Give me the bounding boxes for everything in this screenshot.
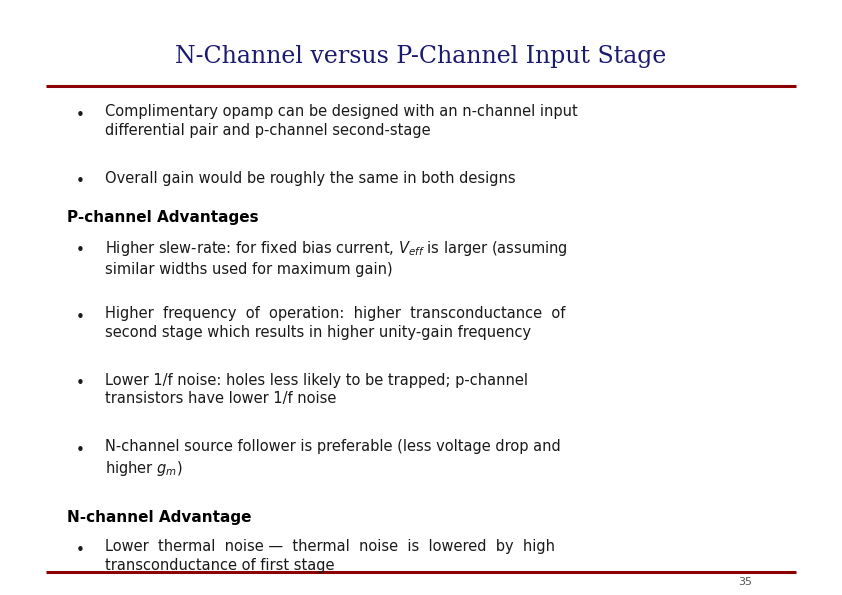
Text: P-channel Advantages: P-channel Advantages [67, 210, 259, 225]
Text: •: • [76, 174, 84, 189]
Text: •: • [76, 309, 84, 325]
Text: Complimentary opamp can be designed with an n-channel input
differential pair an: Complimentary opamp can be designed with… [105, 104, 578, 137]
Text: Higher slew-rate: for fixed bias current, $V_{eff}$ is larger (assuming
similar : Higher slew-rate: for fixed bias current… [105, 239, 568, 277]
Text: Lower 1/f noise: holes less likely to be trapped; p-channel
transistors have low: Lower 1/f noise: holes less likely to be… [105, 372, 528, 406]
Text: Lower  thermal  noise —  thermal  noise  is  lowered  by  high
transconductance : Lower thermal noise — thermal noise is l… [105, 539, 555, 572]
Text: Overall gain would be roughly the same in both designs: Overall gain would be roughly the same i… [105, 171, 516, 186]
Text: •: • [76, 376, 84, 392]
Text: •: • [76, 108, 84, 123]
Text: •: • [76, 443, 84, 458]
Text: •: • [76, 243, 84, 258]
Text: Higher  frequency  of  operation:  higher  transconductance  of
second stage whi: Higher frequency of operation: higher tr… [105, 306, 566, 340]
Text: •: • [76, 543, 84, 558]
Text: N-channel source follower is preferable (less voltage drop and
higher $g_m$): N-channel source follower is preferable … [105, 439, 561, 478]
Text: 35: 35 [738, 577, 752, 587]
Text: N-channel Advantage: N-channel Advantage [67, 509, 252, 525]
Text: N-Channel versus P-Channel Input Stage: N-Channel versus P-Channel Input Stage [175, 45, 667, 68]
